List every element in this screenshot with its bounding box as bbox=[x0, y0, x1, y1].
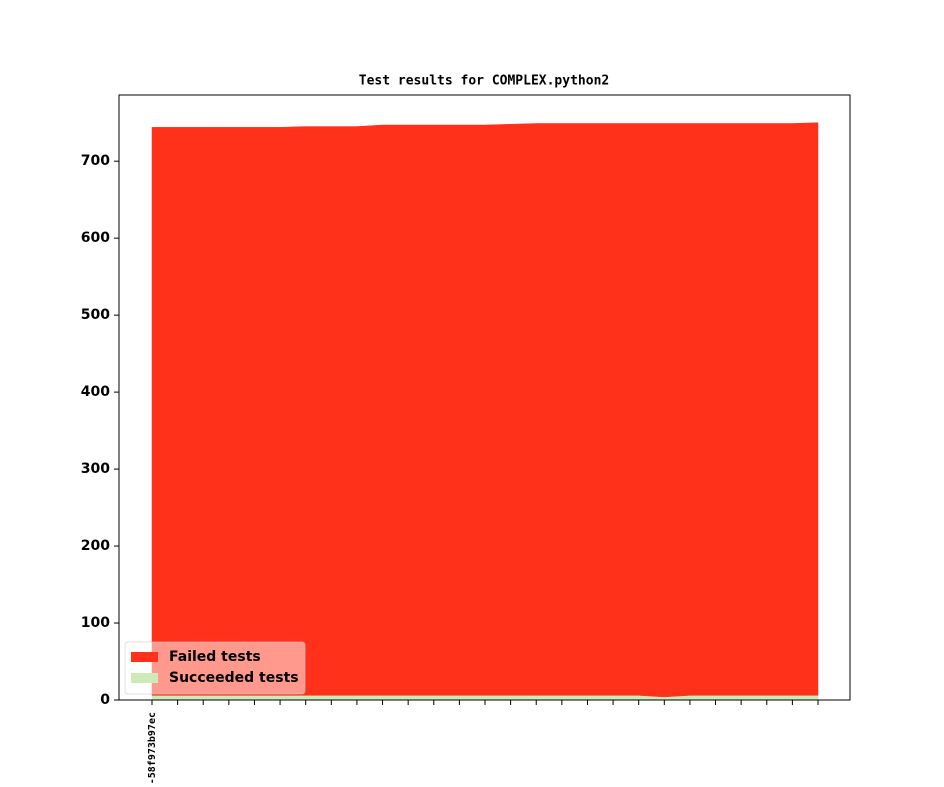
legend: Failed tests Succeeded tests bbox=[124, 641, 306, 695]
y-tick-label: 200 bbox=[81, 538, 110, 554]
x-tick-label: -58f973b97ec bbox=[147, 712, 158, 784]
y-tick-label: 100 bbox=[81, 615, 110, 631]
y-tick-label: 700 bbox=[81, 153, 110, 169]
legend-label: Failed tests bbox=[169, 649, 261, 665]
y-tick-label: 300 bbox=[81, 461, 110, 477]
area bbox=[151, 122, 819, 698]
legend-frame bbox=[124, 641, 306, 695]
y-tick-label: 0 bbox=[100, 692, 110, 708]
y-tick-label: 400 bbox=[81, 384, 110, 400]
legend-swatch bbox=[131, 652, 158, 662]
legend-swatch bbox=[131, 673, 158, 683]
legend-label: Succeeded tests bbox=[169, 670, 299, 686]
area bbox=[151, 695, 819, 701]
y-tick-label: 600 bbox=[81, 230, 110, 246]
y-tick-label: 500 bbox=[81, 307, 110, 323]
chart-title: Test results for COMPLEX.python2 bbox=[359, 74, 609, 89]
